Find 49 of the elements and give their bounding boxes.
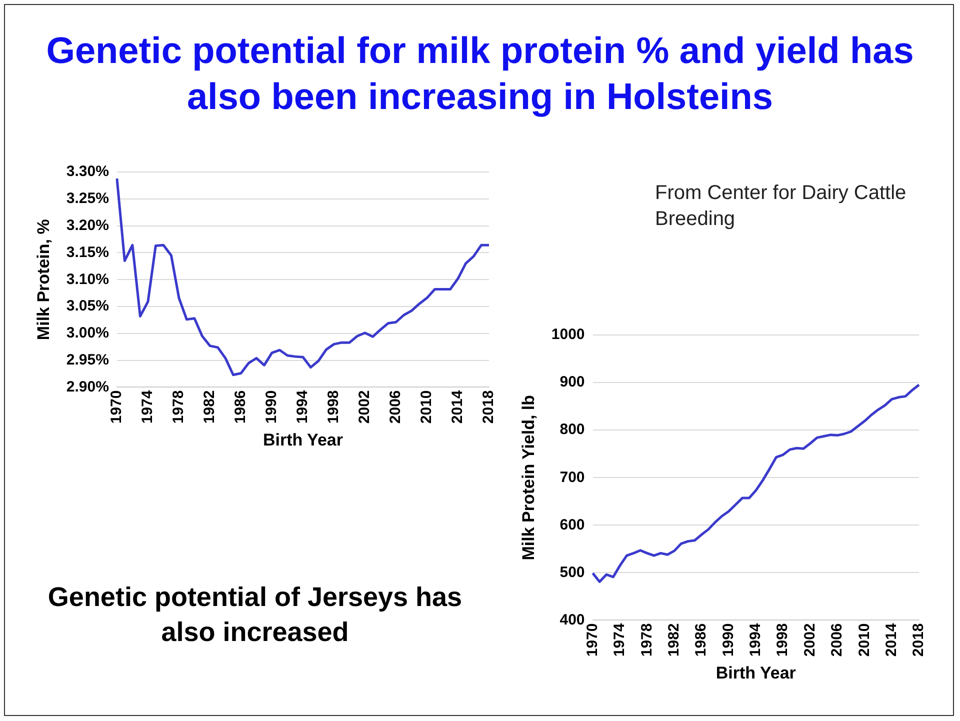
y-tick-label: 900 — [560, 374, 585, 391]
y-tick-label: 3.30% — [66, 163, 109, 180]
x-tick-label: 1998 — [325, 390, 342, 424]
y-tick-label: 3.10% — [66, 270, 109, 288]
text: From Center for Dairy Cattle Breeding — [655, 181, 908, 232]
y-tick-label: 800 — [560, 421, 585, 438]
x-tick-label: 2006 — [828, 623, 846, 657]
x-tick-label: 1986 — [692, 623, 710, 657]
x-tick-label: 1994 — [294, 390, 312, 424]
x-tick-label: 1990 — [720, 623, 737, 657]
x-tick-label: 1982 — [201, 390, 218, 424]
x-tick-label: 2006 — [387, 390, 404, 424]
x-tick-label: 2010 — [856, 623, 873, 657]
x-tick-label: 1978 — [638, 623, 656, 657]
y-tick-label: 3.25% — [66, 190, 109, 208]
x-tick-label: 2014 — [882, 622, 900, 657]
x-tick-label: 2018 — [910, 623, 928, 657]
y-tick-label: 3.05% — [66, 298, 109, 315]
y-tick-label: 700 — [560, 468, 585, 486]
x-tick-label: 1978 — [170, 390, 188, 424]
x-tick-label: 1986 — [232, 390, 250, 424]
y-axis-title: Milk Protein, % — [34, 219, 53, 340]
x-tick-label: 1974 — [611, 622, 628, 657]
y-tick-label: 600 — [560, 516, 585, 534]
x-tick-label: 2002 — [801, 623, 818, 657]
x-tick-label: 1990 — [263, 390, 280, 424]
x-tick-label: 1982 — [665, 623, 682, 657]
y-tick-label: 400 — [560, 611, 585, 628]
x-tick-label: 1970 — [108, 390, 126, 424]
y-tick-label: 1000 — [551, 326, 585, 344]
y-tick-label: 500 — [560, 564, 585, 581]
x-tick-label: 2018 — [480, 390, 498, 424]
y-tick-label: 3.00% — [66, 324, 109, 342]
x-tick-label: 1974 — [139, 390, 156, 424]
chart-title: Genetic potential for milk protein % and yield has also been increasing in Holsteins — [45, 29, 915, 119]
x-axis-title: Birth Year — [262, 430, 344, 450]
y-tick-label: 3.20% — [66, 216, 109, 234]
x-tick-label: 1970 — [584, 623, 601, 657]
text: Genetic potential of Jerseys has also increased — [46, 581, 464, 650]
y-tick-label: 2.95% — [66, 351, 109, 368]
x-tick-label: 1994 — [747, 622, 764, 657]
x-axis-title: Birth Year — [716, 663, 796, 682]
x-tick-label: 2010 — [418, 390, 436, 424]
x-tick-label: 2014 — [449, 390, 466, 424]
x-tick-label: 2002 — [356, 390, 374, 424]
x-tick-label: 1998 — [774, 623, 792, 657]
y-tick-label: 3.15% — [66, 244, 109, 261]
y-axis-title: Milk Protein Yield, lb — [518, 394, 538, 560]
y-tick-label: 2.90% — [66, 378, 109, 396]
